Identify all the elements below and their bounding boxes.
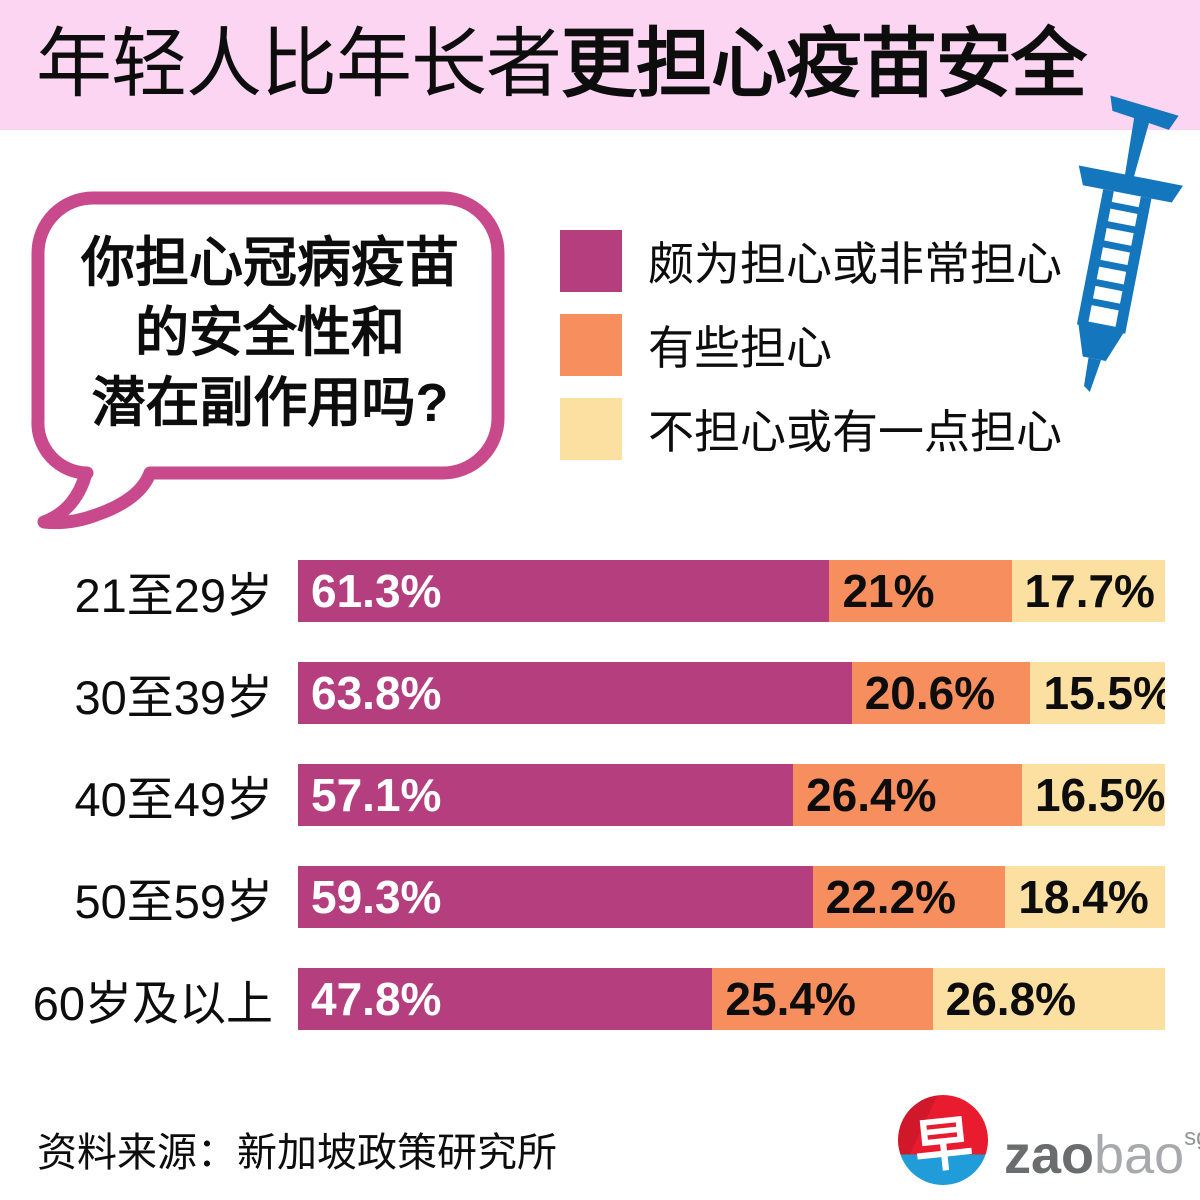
bar-value-label: 57.1%: [311, 769, 442, 821]
age-group-label: 30至39岁: [74, 670, 273, 724]
bar-segment-somewhat-worried: 21%: [829, 560, 1012, 622]
age-group-label: 50至59岁: [74, 874, 273, 928]
legend-item-somewhat-worried: 有些担心: [560, 312, 1062, 378]
stacked-bar: 61.3% 21% 17.7%: [298, 560, 1165, 622]
bar-segment-very-worried: 61.3%: [298, 560, 830, 622]
age-group-label: 40至49岁: [74, 772, 273, 826]
bar-segment-very-worried: 59.3%: [298, 866, 813, 928]
syringe-icon: [1076, 95, 1184, 392]
bar-value-label: 47.8%: [311, 973, 442, 1025]
bar-row-50-59: 50至59岁 59.3% 22.2% 18.4%: [0, 866, 1200, 928]
bar-value-label: 16.5%: [1034, 769, 1166, 821]
bar-value-label: 25.4%: [725, 973, 856, 1025]
bar-value-label: 18.4%: [1018, 871, 1149, 923]
bar-value-label: 26.8%: [945, 973, 1077, 1025]
source-attribution: 资料来源：新加坡政策研究所: [37, 1131, 557, 1175]
bar-segment-not-worried: 17.7%: [1011, 560, 1165, 622]
question-line: 潜在副作用吗?: [91, 373, 449, 433]
question-line: 的安全性和: [135, 303, 405, 363]
question-text: 你担心冠病疫苗 的安全性和 潜在副作用吗?: [32, 228, 508, 438]
stacked-bar: 59.3% 22.2% 18.4%: [298, 866, 1165, 928]
legend-label: 颇为担心或非常担心: [648, 238, 1062, 290]
title-bold-part: 更担心疫苗安全: [561, 22, 1087, 107]
zaobao-logo-icon: 早: [898, 1095, 988, 1185]
bar-segment-not-worried: 16.5%: [1021, 764, 1166, 826]
bar-value-label: 15.5%: [1043, 667, 1165, 719]
bar-value-label: 59.3%: [311, 871, 442, 923]
bar-value-label: 61.3%: [311, 565, 442, 617]
zaobao-logo: 早 zaobaosg: [898, 1095, 1200, 1185]
legend-swatch-not-worried: [560, 398, 622, 460]
bar-value-label: 63.8%: [311, 667, 442, 719]
bar-segment-very-worried: 63.8%: [298, 662, 852, 724]
header-banner: 年轻人比年长者更担心疫苗安全: [0, 0, 1200, 130]
bar-segment-somewhat-worried: 22.2%: [812, 866, 1006, 928]
zao-character: 早: [911, 1110, 976, 1181]
bar-segment-somewhat-worried: 25.4%: [712, 968, 933, 1030]
stacked-bar: 57.1% 26.4% 16.5%: [298, 764, 1166, 826]
age-group-label: 21至29岁: [74, 568, 273, 622]
bar-chart: 21至29岁 61.3% 21% 17.7% 30至39岁 63.8% 20.6…: [0, 560, 1200, 1070]
bar-segment-somewhat-worried: 26.4%: [793, 764, 1022, 826]
wordmark-zao: zao: [1004, 1125, 1095, 1185]
bar-row-30-39: 30至39岁 63.8% 20.6% 15.5%: [0, 662, 1200, 724]
page-title: 年轻人比年长者更担心疫苗安全: [0, 0, 1087, 130]
age-group-label: 60岁及以上: [32, 976, 273, 1030]
bar-value-label: 20.6%: [864, 667, 996, 719]
stacked-bar: 63.8% 20.6% 15.5%: [298, 662, 1165, 724]
wordmark-sg: sg: [1184, 1124, 1200, 1151]
legend-swatch-somewhat-worried: [560, 314, 622, 376]
legend-item-not-worried: 不担心或有一点担心: [560, 396, 1062, 462]
bar-segment-not-worried: 15.5%: [1030, 662, 1165, 724]
legend-label: 不担心或有一点担心: [648, 406, 1062, 458]
wordmark-bao: bao: [1094, 1125, 1185, 1185]
bar-segment-not-worried: 18.4%: [1005, 866, 1165, 928]
bar-value-label: 22.2%: [825, 871, 957, 923]
bar-segment-somewhat-worried: 20.6%: [851, 662, 1031, 724]
bar-value-label: 21%: [842, 565, 935, 617]
bar-segment-very-worried: 47.8%: [298, 968, 713, 1030]
bar-value-label: 17.7%: [1024, 565, 1155, 617]
bar-row-40-49: 40至49岁 57.1% 26.4% 16.5%: [0, 764, 1200, 826]
legend-swatch-very-worried: [560, 230, 622, 292]
bar-segment-not-worried: 26.8%: [932, 968, 1165, 1030]
legend-label: 有些担心: [648, 322, 832, 374]
zaobao-wordmark: zaobaosg: [1004, 1111, 1200, 1182]
question-line: 你担心冠病疫苗: [81, 233, 459, 293]
bar-row-21-29: 21至29岁 61.3% 21% 17.7%: [0, 560, 1200, 622]
speech-bubble: [31, 191, 505, 530]
bar-value-label: 26.4%: [806, 769, 937, 821]
bar-segment-very-worried: 57.1%: [298, 764, 794, 826]
stacked-bar: 47.8% 25.4% 26.8%: [298, 968, 1165, 1030]
title-regular-part: 年轻人比年长者: [36, 22, 562, 107]
legend-item-very-worried: 颇为担心或非常担心: [560, 228, 1062, 294]
bar-row-60-plus: 60岁及以上 47.8% 25.4% 26.8%: [0, 968, 1200, 1030]
legend: 颇为担心或非常担心 有些担心 不担心或有一点担心: [560, 228, 1062, 462]
